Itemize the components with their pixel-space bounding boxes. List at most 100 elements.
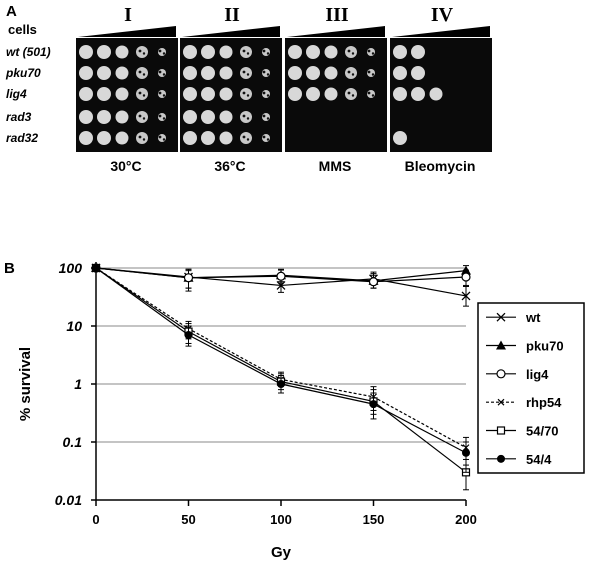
data-point xyxy=(461,272,471,282)
yeast-spot xyxy=(183,131,197,145)
legend-label: 54/70 xyxy=(526,424,559,439)
yeast-spot xyxy=(219,131,233,145)
yeast-spot xyxy=(324,66,338,80)
series-54-4 xyxy=(92,264,470,473)
colony-gap xyxy=(162,138,166,141)
yeast-spot xyxy=(429,87,443,101)
strain-label: lig4 xyxy=(6,87,27,101)
plate-number: III xyxy=(325,4,349,26)
yeast-spot xyxy=(136,67,148,79)
yeast-spot xyxy=(288,45,302,59)
colony-gap xyxy=(371,94,375,97)
legend-label: lig4 xyxy=(526,367,549,382)
condition-label: Bleomycin xyxy=(405,158,476,174)
colony-gap xyxy=(158,49,162,53)
plate xyxy=(180,38,282,152)
data-point xyxy=(276,271,286,281)
yeast-spot xyxy=(393,87,407,101)
yeast-spot xyxy=(240,46,252,58)
yeast-spot xyxy=(288,87,302,101)
yeast-spot xyxy=(306,45,320,59)
colony-gap xyxy=(158,114,162,118)
colony-gap xyxy=(266,73,270,76)
data-point xyxy=(183,273,194,283)
colony-gap xyxy=(266,138,270,141)
data-point xyxy=(184,330,193,339)
yeast-spot xyxy=(136,88,148,100)
yeast-spot xyxy=(97,110,111,124)
yeast-spot xyxy=(411,66,425,80)
colony-gap xyxy=(242,70,246,74)
colony-gap xyxy=(262,135,266,139)
legend-label: rhp54 xyxy=(526,395,562,410)
legend-entry: 54/70 xyxy=(486,424,559,439)
yeast-spot xyxy=(136,132,148,144)
colony-gap xyxy=(347,91,351,95)
yeast-spot xyxy=(115,110,129,124)
yeast-spot xyxy=(201,110,215,124)
colony-gap xyxy=(262,91,266,95)
x-tick-label: 100 xyxy=(270,512,292,527)
legend-label: pku70 xyxy=(526,339,564,354)
colony-gap xyxy=(162,73,166,76)
series-line xyxy=(95,267,467,449)
yeast-spot xyxy=(183,45,197,59)
yeast-spot xyxy=(183,110,197,124)
colony-gap xyxy=(142,94,146,97)
yeast-spot xyxy=(219,110,233,124)
condition-label: 36°C xyxy=(214,158,245,174)
legend-entry: lig4 xyxy=(486,367,549,382)
plate xyxy=(285,38,387,152)
colony-gap xyxy=(138,70,142,74)
colony-gap xyxy=(138,135,142,139)
panel-b-label: B xyxy=(4,260,15,277)
yeast-spot xyxy=(411,45,425,59)
colony-gap xyxy=(162,117,166,120)
yeast-spot xyxy=(115,131,129,145)
y-tick-label: 10 xyxy=(66,318,82,334)
yeast-spot xyxy=(115,66,129,80)
colony-gap xyxy=(158,70,162,74)
panel-a-label: A xyxy=(6,3,17,20)
colony-gap xyxy=(142,52,146,55)
yeast-spot xyxy=(324,45,338,59)
colony-gap xyxy=(246,73,250,76)
yeast-spot xyxy=(219,45,233,59)
legend-label: wt xyxy=(525,310,541,325)
data-point xyxy=(368,277,379,287)
yeast-spot xyxy=(240,88,252,100)
yeast-spot xyxy=(79,45,93,59)
colony-gap xyxy=(242,91,246,95)
legend-entry: wt xyxy=(486,310,541,325)
plate xyxy=(390,38,492,152)
legend-entry: pku70 xyxy=(486,339,564,354)
data-point xyxy=(496,369,506,379)
data-point xyxy=(462,448,470,457)
plate-number: II xyxy=(224,4,240,26)
data-point xyxy=(496,340,506,350)
colony-gap xyxy=(371,73,375,76)
colony-gap xyxy=(347,70,351,74)
colony-gap xyxy=(351,73,355,76)
colony-gap xyxy=(242,135,246,139)
yeast-spot xyxy=(240,67,252,79)
yeast-spot xyxy=(306,87,320,101)
data-point xyxy=(496,426,506,435)
strain-label: wt (501) xyxy=(6,45,51,59)
yeast-spot xyxy=(79,131,93,145)
yeast-spot xyxy=(201,66,215,80)
panel-a-spot-assay: A cells I II III IV wt (501)pku70lig4rad3ra… xyxy=(5,3,492,174)
colony-gap xyxy=(242,114,246,118)
yeast-spot xyxy=(345,67,357,79)
plate-number: IV xyxy=(431,4,454,26)
yeast-spot xyxy=(79,66,93,80)
colony-gap xyxy=(138,49,142,53)
colony-gap xyxy=(367,70,371,74)
colony-gap xyxy=(367,91,371,95)
colony-gap xyxy=(142,117,146,120)
colony-gap xyxy=(262,70,266,74)
colony-gap xyxy=(138,91,142,95)
yeast-spot xyxy=(183,87,197,101)
yeast-spot xyxy=(115,45,129,59)
